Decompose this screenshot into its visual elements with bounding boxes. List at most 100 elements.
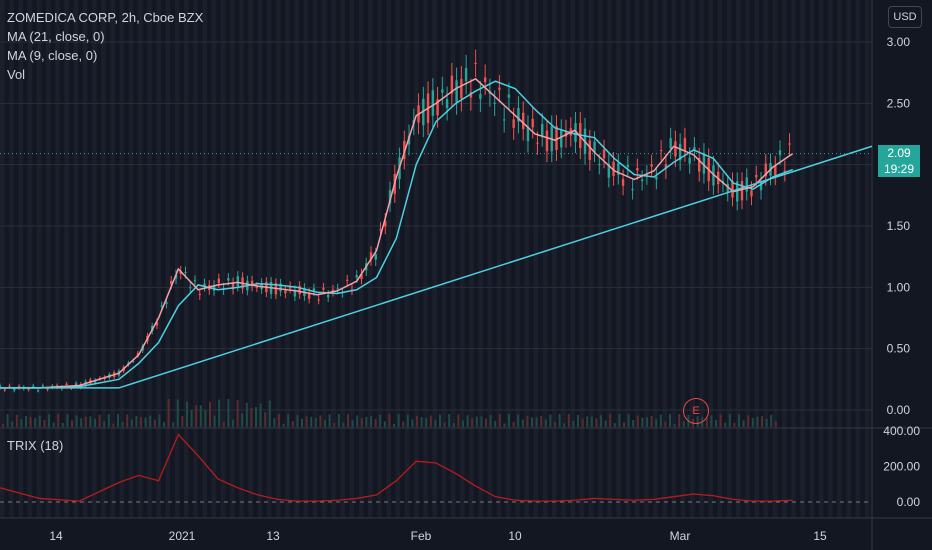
candle-body: [750, 190, 753, 197]
ma9-legend[interactable]: MA (9, close, 0): [7, 48, 98, 63]
session-band: [588, 0, 594, 518]
volume-bar: [535, 417, 538, 427]
candle-body: [507, 94, 511, 98]
volume-bar: [126, 414, 129, 427]
volume-bar: [11, 421, 14, 427]
x-tick-label: 14: [49, 529, 63, 543]
candle-body: [774, 165, 777, 176]
candle-body: [384, 220, 387, 227]
y-tick-label: 2.50: [887, 96, 911, 110]
currency-button[interactable]: USD: [888, 6, 922, 28]
vol-legend[interactable]: Vol: [7, 67, 26, 82]
session-band: [331, 0, 336, 518]
volume-bar: [250, 408, 253, 427]
session-band: [598, 0, 603, 518]
volume-bar: [103, 421, 106, 427]
candle-body: [203, 283, 206, 287]
candle-body: [726, 183, 729, 193]
volume-bar: [715, 420, 717, 427]
volume-bar: [291, 421, 294, 427]
candle-body: [778, 150, 782, 156]
candle-body: [165, 302, 168, 304]
candle-body: [645, 174, 649, 176]
volume-bar: [172, 422, 175, 427]
session-band: [772, 0, 778, 518]
session-band: [441, 0, 447, 518]
candle-body: [369, 252, 373, 260]
session-band: [239, 0, 244, 518]
candle-body: [764, 163, 767, 177]
volume-bar: [296, 414, 299, 427]
session-band: [0, 0, 5, 518]
volume-bar: [255, 406, 257, 427]
volume-bar: [117, 414, 119, 427]
candle-body: [755, 175, 758, 178]
session-band: [855, 0, 861, 518]
volume-bar: [724, 422, 727, 427]
volume-bar: [425, 417, 428, 427]
candle-body: [284, 290, 287, 294]
candle-body: [441, 89, 444, 93]
candle-body: [626, 165, 630, 168]
volume-bar: [107, 414, 110, 427]
ma21-legend[interactable]: MA (21, close, 0): [7, 29, 105, 44]
candle-body: [664, 164, 668, 169]
volume-bar: [531, 417, 533, 427]
session-band: [156, 0, 161, 518]
session-band: [726, 0, 732, 518]
session-band: [496, 0, 502, 518]
session-band: [524, 0, 529, 518]
chart-legend: ZOMEDICA CORP, 2h, Cboe BZX MA (21, clos…: [7, 8, 203, 84]
candle-body: [388, 190, 392, 204]
candle-body: [279, 283, 282, 292]
session-band: [46, 0, 51, 518]
candle-body: [198, 293, 201, 296]
volume-bar: [388, 414, 391, 427]
volume-bar: [636, 415, 639, 427]
trix-legend[interactable]: TRIX (18): [7, 438, 64, 453]
volume-bar: [581, 418, 584, 427]
volume-bar: [29, 417, 32, 427]
y-tick-label: 1.50: [887, 219, 911, 233]
session-band: [515, 0, 520, 518]
x-tick-label: Mar: [670, 529, 691, 543]
candle-body: [650, 164, 653, 167]
volume-bar: [554, 421, 556, 427]
candle-body: [745, 177, 748, 192]
symbol-title[interactable]: ZOMEDICA CORP, 2h, Cboe BZX: [7, 10, 204, 25]
volume-bar: [158, 414, 161, 427]
trix-y-tick-label: 200.00: [883, 460, 920, 474]
candle-body: [564, 130, 568, 137]
volume-bar: [429, 415, 432, 427]
session-band: [561, 0, 566, 518]
candle-body: [674, 141, 677, 157]
volume-bar: [209, 401, 211, 427]
volume-bar: [397, 414, 400, 427]
session-band: [257, 0, 263, 518]
volume-bar: [540, 415, 543, 427]
session-band: [625, 0, 631, 518]
earnings-marker-icon[interactable]: E: [683, 398, 709, 424]
volume-bar: [402, 421, 405, 427]
candle-body: [536, 142, 539, 144]
session-band: [248, 0, 253, 518]
volume-bar: [356, 415, 359, 427]
volume-bar: [577, 414, 579, 427]
volume-bar: [549, 414, 552, 427]
volume-bar: [770, 414, 773, 427]
session-band: [782, 0, 787, 518]
volume-bar: [508, 414, 510, 427]
session-band: [174, 0, 180, 518]
volume-bar: [659, 414, 662, 427]
candle-body: [445, 99, 449, 109]
candle-body: [607, 163, 611, 178]
candle-body: [317, 299, 320, 301]
candle-body: [160, 305, 163, 307]
volume-bar: [319, 415, 322, 427]
volume-bar: [590, 416, 593, 427]
volume-bar: [52, 422, 55, 427]
session-band: [358, 0, 364, 518]
candle-body: [474, 62, 477, 64]
volume-bar: [342, 422, 345, 427]
